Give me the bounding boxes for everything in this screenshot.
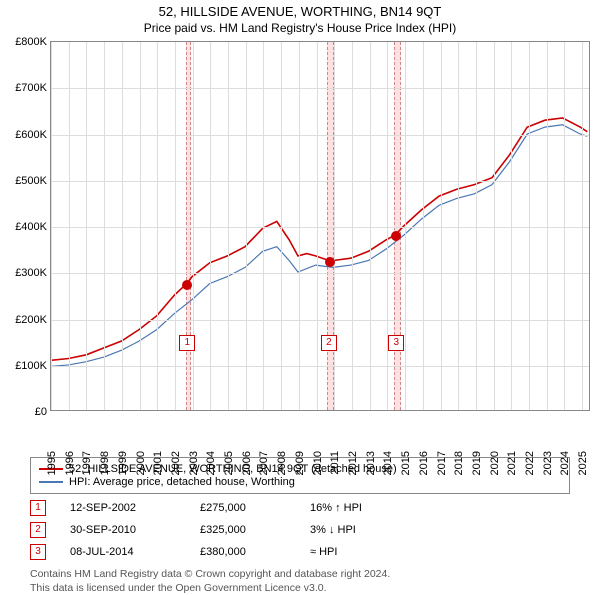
event-marker-icon: 1: [30, 500, 46, 516]
y-axis-label: £200K: [15, 314, 51, 326]
x-axis-label: 2022: [520, 451, 536, 475]
x-axis-label: 2009: [290, 451, 306, 475]
x-axis-label: 2024: [555, 451, 571, 475]
x-axis-label: 2021: [502, 451, 518, 475]
x-axis-label: 2011: [325, 451, 341, 475]
chart-subtitle: Price paid vs. HM Land Registry's House …: [0, 21, 600, 35]
x-axis-labels: 1995199619971998199920002001200220032004…: [50, 411, 590, 451]
event-delta: 16% ↑ HPI: [310, 502, 430, 514]
chart-lines-svg: [51, 42, 589, 410]
x-axis-label: 2016: [414, 451, 430, 475]
chart-marker-box: 2: [321, 335, 337, 351]
event-price: £380,000: [200, 546, 310, 558]
legend-label: HPI: Average price, detached house, Wort…: [69, 476, 295, 488]
x-axis-label: 2015: [396, 451, 412, 475]
y-axis-label: £700K: [15, 82, 51, 94]
x-axis-label: 2007: [254, 451, 270, 475]
y-axis-label: £300K: [15, 267, 51, 279]
y-axis-label: £0: [35, 406, 51, 418]
x-axis-label: 2002: [166, 451, 182, 475]
legend-item: HPI: Average price, detached house, Wort…: [39, 476, 561, 488]
event-marker-icon: 3: [30, 544, 46, 560]
x-axis-label: 2025: [573, 451, 589, 475]
chart-marker-box: 3: [388, 335, 404, 351]
x-axis-label: 2019: [467, 451, 483, 475]
chart-container: 52, HILLSIDE AVENUE, WORTHING, BN14 9QT …: [0, 4, 600, 594]
event-delta: ≈ HPI: [310, 546, 430, 558]
y-axis-label: £100K: [15, 360, 51, 372]
x-axis-label: 1995: [42, 451, 58, 475]
legend-swatch: [39, 481, 63, 483]
x-axis-label: 2001: [148, 451, 164, 475]
x-axis-label: 2008: [272, 451, 288, 475]
chart-plot-area: £0£100K£200K£300K£400K£500K£600K£700K£80…: [50, 41, 590, 411]
y-axis-label: £800K: [15, 36, 51, 48]
x-axis-label: 2020: [485, 451, 501, 475]
event-date: 30-SEP-2010: [70, 524, 200, 536]
x-axis-label: 2023: [538, 451, 554, 475]
event-delta: 3% ↓ HPI: [310, 524, 430, 536]
sale-dot: [182, 280, 192, 290]
footer-attribution: Contains HM Land Registry data © Crown c…: [30, 568, 570, 595]
x-axis-label: 2005: [219, 451, 235, 475]
y-axis-label: £500K: [15, 175, 51, 187]
x-axis-label: 2010: [308, 451, 324, 475]
x-axis-label: 2006: [237, 451, 253, 475]
x-axis-label: 2003: [184, 451, 200, 475]
footer-line: This data is licensed under the Open Gov…: [30, 582, 570, 595]
x-axis-label: 2013: [361, 451, 377, 475]
y-axis-label: £600K: [15, 129, 51, 141]
event-row: 2 30-SEP-2010 £325,000 3% ↓ HPI: [30, 522, 570, 538]
x-axis-label: 2012: [343, 451, 359, 475]
sale-dot: [391, 231, 401, 241]
event-date: 08-JUL-2014: [70, 546, 200, 558]
x-axis-label: 2000: [131, 451, 147, 475]
x-axis-label: 1998: [95, 451, 111, 475]
sale-dot: [325, 257, 335, 267]
event-row: 3 08-JUL-2014 £380,000 ≈ HPI: [30, 544, 570, 560]
event-price: £325,000: [200, 524, 310, 536]
x-axis-label: 2017: [432, 451, 448, 475]
x-axis-label: 1999: [113, 451, 129, 475]
y-axis-label: £400K: [15, 221, 51, 233]
event-date: 12-SEP-2002: [70, 502, 200, 514]
event-row: 1 12-SEP-2002 £275,000 16% ↑ HPI: [30, 500, 570, 516]
footer-line: Contains HM Land Registry data © Crown c…: [30, 568, 570, 582]
x-axis-label: 2018: [449, 451, 465, 475]
chart-title: 52, HILLSIDE AVENUE, WORTHING, BN14 9QT: [0, 4, 600, 19]
event-marker-icon: 2: [30, 522, 46, 538]
events-table: 1 12-SEP-2002 £275,000 16% ↑ HPI 2 30-SE…: [30, 500, 570, 560]
x-axis-label: 1997: [77, 451, 93, 475]
chart-marker-box: 1: [179, 335, 195, 351]
x-axis-label: 1996: [60, 451, 76, 475]
x-axis-label: 2014: [378, 451, 394, 475]
x-axis-label: 2004: [201, 451, 217, 475]
event-price: £275,000: [200, 502, 310, 514]
